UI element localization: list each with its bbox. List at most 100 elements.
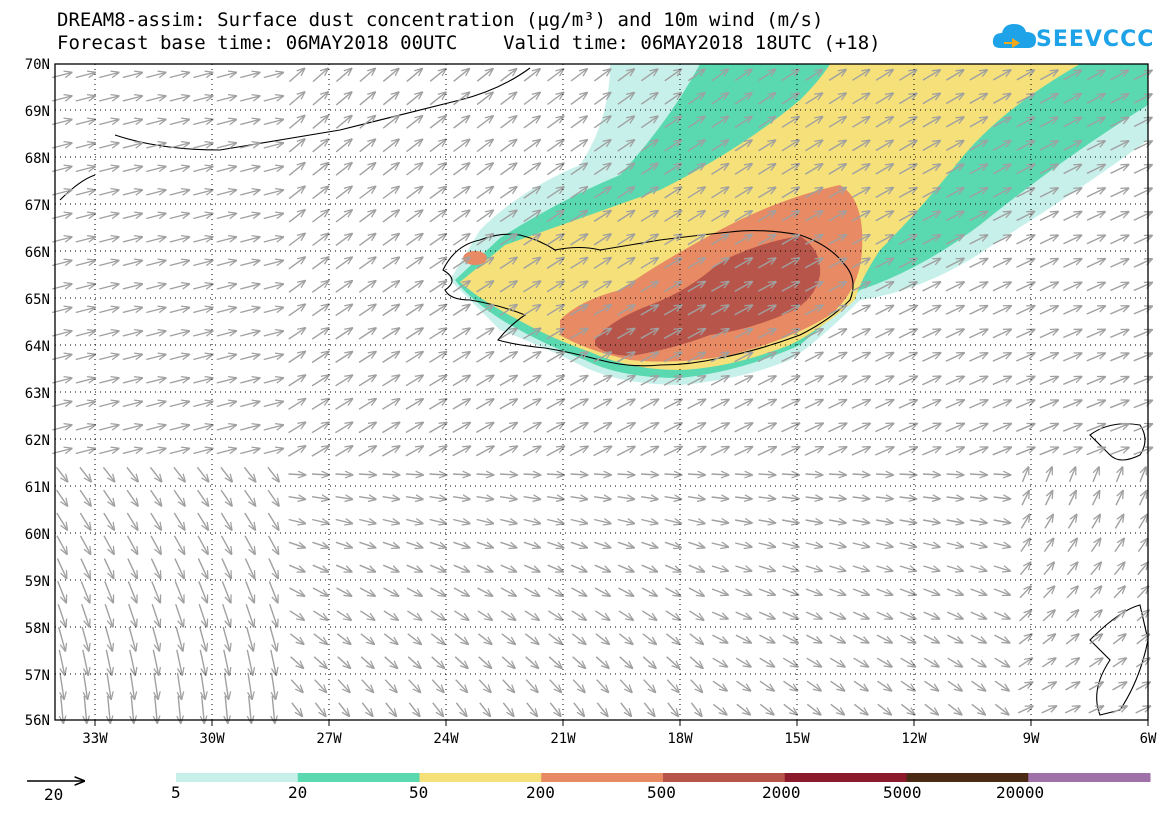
wind-arrow — [311, 352, 329, 364]
wind-arrow — [1044, 515, 1053, 529]
wind-arrow — [593, 187, 611, 199]
wind-arrow — [667, 702, 678, 716]
wind-arrow — [99, 143, 118, 149]
wind-arrow — [523, 352, 540, 363]
wind-arrow — [687, 305, 705, 316]
wind-arrow — [687, 164, 705, 175]
wind-arrow — [992, 259, 1011, 269]
wind-arrow — [523, 520, 541, 524]
wind-arrow — [311, 474, 329, 475]
wind-arrow — [758, 164, 776, 175]
wind-arrow — [1016, 117, 1035, 128]
wind-arrow — [122, 425, 142, 431]
wind-arrow — [992, 164, 1011, 175]
wind-arrow — [452, 328, 470, 340]
wind-arrow — [781, 282, 800, 292]
wind-arrow — [1133, 400, 1153, 409]
wind-arrow — [502, 679, 515, 693]
wind-arrow — [1065, 634, 1079, 645]
wind-arrow — [99, 237, 118, 243]
wind-arrow — [126, 512, 137, 530]
colorbar-segment — [1028, 773, 1151, 782]
wind-arrow — [429, 139, 446, 153]
wind-arrow — [945, 259, 964, 269]
wind-arrow — [690, 702, 701, 716]
wind-arrow — [1039, 424, 1059, 432]
wind-arrow — [757, 423, 776, 433]
wind-arrow — [571, 587, 587, 596]
colorbar-level: 5000 — [883, 783, 922, 802]
wind-arrow — [240, 308, 259, 314]
wind-arrow — [829, 657, 845, 667]
wind-arrow — [1110, 283, 1128, 292]
wind-arrow — [781, 187, 799, 199]
wind-arrow — [922, 164, 941, 175]
lat-label: 59N — [25, 574, 50, 590]
wind-arrow — [406, 92, 423, 106]
wind-arrow — [429, 541, 446, 547]
wind-arrow — [546, 376, 564, 387]
wind-arrow — [547, 541, 563, 547]
wind-arrow — [311, 497, 329, 500]
wind-arrow — [922, 211, 941, 222]
wind-arrow — [875, 70, 893, 81]
wind-arrow — [122, 73, 142, 79]
wind-arrow — [945, 117, 963, 128]
wind-arrow — [244, 558, 254, 579]
wind-arrow — [405, 399, 423, 410]
wind-arrow — [711, 117, 729, 129]
wind-arrow — [875, 474, 893, 475]
wind-arrow — [595, 656, 609, 668]
wind-arrow — [640, 69, 657, 82]
wind-arrow — [523, 474, 541, 475]
wind-arrow — [477, 610, 492, 620]
wind-arrow — [570, 93, 587, 105]
wind-arrow — [619, 679, 632, 693]
wind-arrow — [240, 237, 259, 243]
wind-arrow — [829, 543, 846, 547]
wind-arrow — [711, 140, 729, 152]
wind-arrow — [429, 564, 446, 572]
wind-arrow — [122, 308, 142, 314]
wind-arrow — [665, 610, 680, 620]
wind-arrow — [523, 234, 541, 246]
wind-arrow — [84, 672, 88, 699]
wind-arrow — [193, 378, 212, 384]
wind-arrow — [358, 474, 376, 475]
graticule — [55, 64, 1148, 720]
wind-arrow — [288, 541, 305, 547]
wind-arrow — [240, 449, 259, 455]
wind-arrow — [382, 564, 399, 572]
wind-arrow — [240, 73, 259, 79]
wind-arrow — [617, 163, 635, 176]
wind-arrow — [1110, 141, 1129, 151]
wind-arrow — [146, 261, 165, 267]
wind-arrow — [263, 355, 283, 361]
wind-arrow — [502, 702, 513, 716]
wind-arrow — [408, 679, 421, 693]
wind-arrow — [642, 656, 656, 668]
wind-arrow — [640, 281, 658, 293]
wind-arrow — [245, 581, 254, 602]
wind-arrow — [1039, 282, 1058, 292]
wind-arrow — [875, 258, 894, 269]
wind-arrow — [244, 489, 256, 506]
wind-arrow — [851, 306, 870, 316]
wind-arrow — [245, 603, 254, 627]
wind-arrow — [1086, 424, 1106, 432]
wind-arrow — [452, 474, 470, 475]
wind-arrow — [618, 633, 632, 644]
lat-label: 69N — [25, 104, 50, 120]
wind-arrow — [781, 117, 799, 128]
wind-arrow — [263, 425, 283, 431]
wind-arrow — [122, 355, 142, 361]
wind-arrow — [479, 702, 490, 716]
wind-arrow — [288, 92, 304, 106]
wind-arrow — [640, 376, 659, 386]
wind-arrow — [193, 214, 212, 220]
wind-arrow — [1133, 165, 1152, 174]
wind-arrow — [311, 328, 329, 340]
wind-arrow — [382, 497, 400, 500]
wind-arrow — [758, 93, 776, 105]
wind-arrow — [969, 211, 988, 222]
